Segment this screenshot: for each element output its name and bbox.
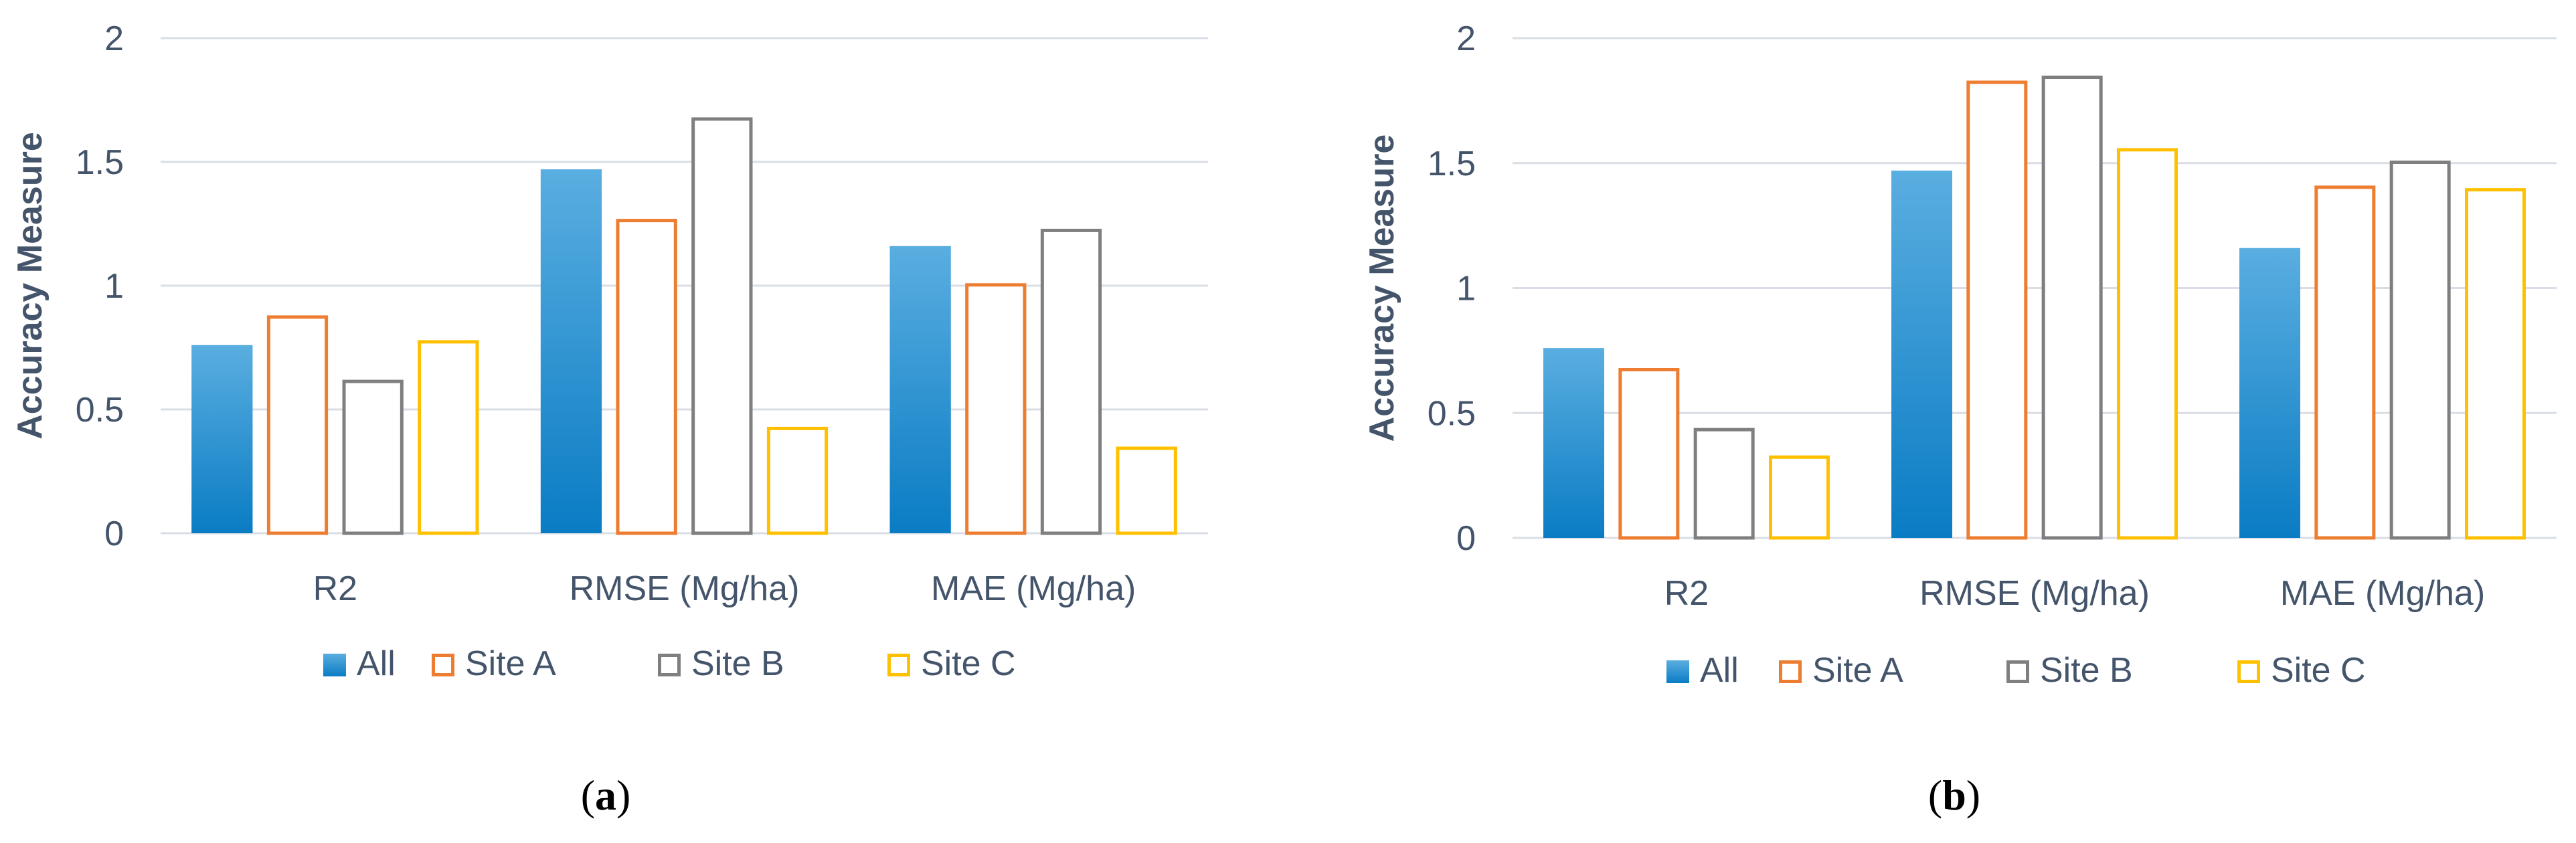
panel-label: (a) [581,771,631,819]
legend-swatch-site-a [1779,660,1802,683]
bar-all [2239,248,2301,538]
bar-all [191,345,253,533]
bar-site-a [1966,80,2028,540]
y-tick-label: 1 [1456,270,1476,308]
y-axis-label: Accuracy Measure [11,132,50,440]
legend-label: Site A [1812,651,1903,690]
legend-label: Site C [2271,651,2366,690]
bar-site-c [2464,188,2526,540]
legend-swatch-site-b [2006,660,2029,683]
legend-swatch-site-b [658,654,681,676]
bar-site-b [1693,428,1755,540]
legend-swatch-all [1666,660,1689,683]
bar-site-a [616,219,677,535]
y-tick-label: 0 [1456,519,1476,558]
y-axis-label: Accuracy Measure [1363,134,1401,442]
y-tick-label: 0.5 [1428,394,1476,433]
x-category-label: MAE (Mg/ha) [2280,574,2485,613]
legend-label: All [1700,651,1739,690]
bar-site-c [1768,455,1830,540]
bar-all [889,246,951,533]
bar-site-b [2389,161,2451,540]
bar-site-c [766,426,829,535]
y-tick-label: 0 [104,514,124,553]
bar-all [540,169,602,534]
y-tick-label: 2 [104,19,124,58]
y-tick-label: 1.5 [76,143,124,182]
legend-swatch-site-c [2237,660,2260,683]
y-tick-label: 2 [1456,19,1476,58]
chart-b: 0 0.5 1 1.5 2 Accuracy Measure R2 RMSE (Mg/ha) M… [1363,19,2557,819]
bar-site-c [1116,446,1177,535]
bar-site-b [342,379,404,535]
chart-a: 0 0.5 1 1.5 2 Accuracy Measure R2 RMSE (Mg/ha) M… [11,19,1208,819]
legend-swatch-site-a [432,654,454,676]
y-tick-label: 1 [104,267,124,306]
y-tick-label: 1.5 [1428,145,1476,183]
bar-site-b [2041,76,2103,540]
legend-label: Site B [2040,651,2133,690]
bar-site-a [1618,368,1680,540]
legend-label: All [357,644,396,683]
x-category-label: RMSE (Mg/ha) [570,569,800,608]
bar-all [1543,348,1605,538]
legend-swatch-all [323,654,346,676]
bar-site-b [1040,228,1102,535]
bar-site-a [965,283,1027,535]
legend-label: Site B [691,644,784,683]
bar-site-c [2116,148,2178,540]
bar-site-a [2314,185,2376,540]
y-tick-label: 0.5 [76,391,124,430]
bar-all [1891,170,1953,538]
legend-swatch-site-c [887,654,910,676]
legend-label: Site A [465,644,556,683]
x-category-label: R2 [313,569,357,608]
bar-site-b [691,117,753,535]
bar-site-a [266,315,329,535]
x-category-label: MAE (Mg/ha) [931,569,1136,608]
x-category-label: RMSE (Mg/ha) [1919,574,2150,613]
bar-site-c [418,340,479,535]
panel-label: (b) [1928,771,1980,819]
x-category-label: R2 [1664,574,1709,613]
legend-label: Site C [921,644,1016,683]
